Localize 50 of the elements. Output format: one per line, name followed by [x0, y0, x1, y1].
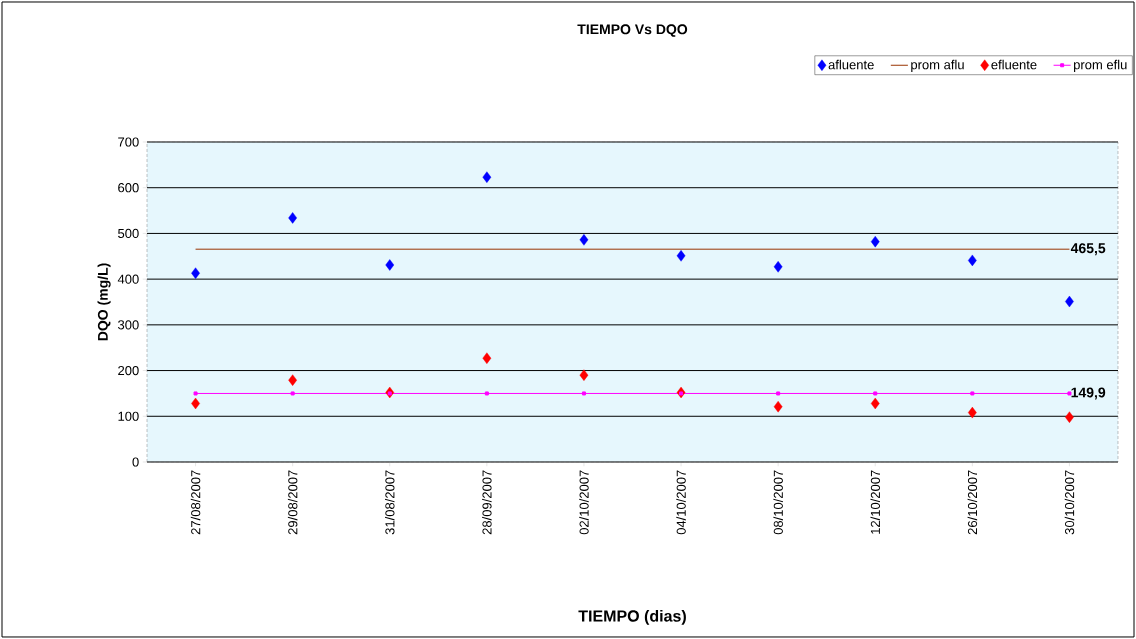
point [579, 369, 589, 381]
x-tick-label: 31/08/2007 [384, 470, 395, 535]
point [676, 250, 686, 262]
x-tick-label: 27/08/2007 [190, 470, 201, 535]
point [773, 400, 783, 413]
x-tick-label: 30/10/2007 [1064, 470, 1075, 535]
point [288, 374, 297, 386]
y-axis-title: DQO (mg/L) [97, 263, 111, 341]
y-tick-label: 600 [118, 183, 139, 193]
point [484, 391, 489, 396]
legend-label: afluente [828, 59, 874, 70]
point [873, 391, 878, 396]
legend-label: efluente [991, 59, 1037, 70]
point [288, 212, 297, 224]
y-tick-label: 300 [118, 320, 139, 330]
point [870, 397, 880, 410]
x-tick-label: 29/08/2007 [287, 470, 298, 535]
y-tick-label: 100 [118, 411, 139, 421]
x-tick-label: 02/10/2007 [579, 470, 589, 535]
y-tick-label: 200 [118, 365, 139, 376]
point [970, 391, 975, 396]
x-tick-label: 12/10/2007 [870, 470, 881, 534]
point [193, 391, 198, 396]
point [191, 267, 200, 279]
x-tick-label: 26/10/2007 [967, 470, 978, 535]
point [385, 259, 395, 271]
data-label: 149,9 [1071, 387, 1106, 400]
legend-label: prom aflu [911, 59, 964, 72]
x-tick-label: 04/10/2007 [676, 470, 686, 535]
point [290, 391, 295, 396]
y-tick-label: 400 [117, 274, 139, 284]
point [579, 234, 589, 246]
x-axis-title: TIEMPO (dias) [578, 609, 686, 625]
point [776, 391, 781, 396]
point [773, 261, 783, 273]
y-tick-label: 0 [132, 457, 139, 467]
legend-label: prom eflu [1074, 59, 1127, 72]
point [581, 391, 586, 396]
data-label: 465,5 [1070, 243, 1106, 256]
y-tick-label: 500 [118, 228, 139, 239]
point [679, 391, 684, 396]
chart-title: TIEMPO Vs DQO [577, 24, 688, 37]
point [1065, 411, 1074, 423]
x-tick-label: 28/09/2007 [482, 470, 492, 535]
point [482, 352, 492, 364]
x-tick-label: 08/10/2007 [773, 470, 783, 535]
point [870, 235, 880, 248]
point [387, 391, 392, 396]
y-tick-label: 700 [118, 137, 139, 147]
point [482, 171, 492, 183]
